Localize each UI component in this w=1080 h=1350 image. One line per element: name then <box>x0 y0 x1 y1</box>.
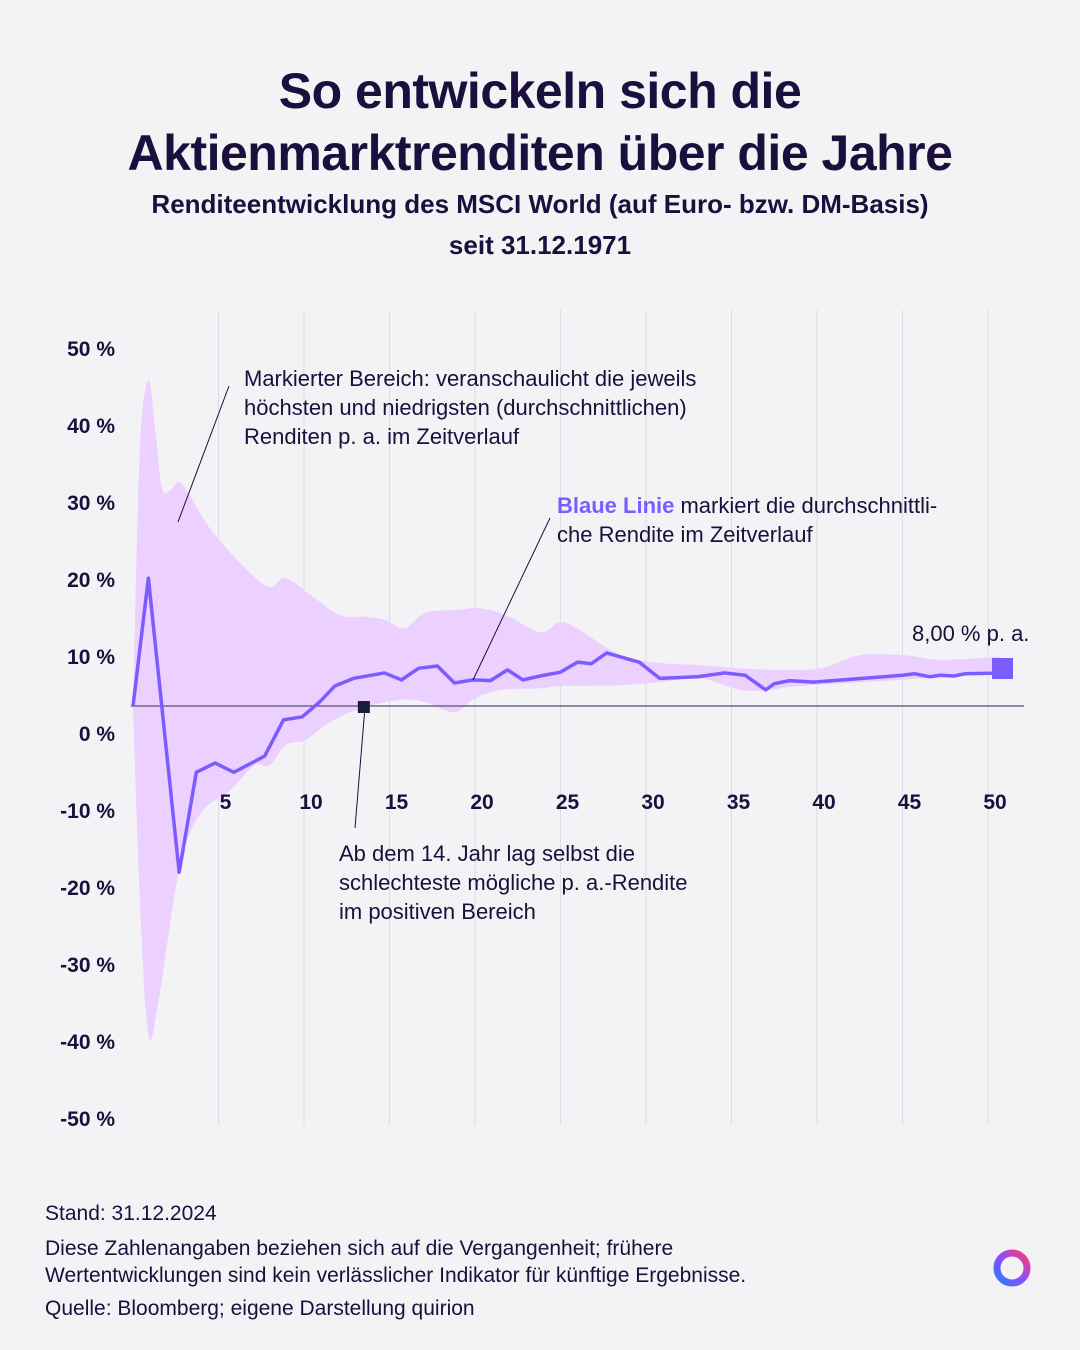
y-tick-label: 40 % <box>67 415 115 438</box>
quirion-logo-icon <box>993 1249 1031 1287</box>
x-tick-label: 50 <box>983 791 1006 814</box>
x-tick-label: 45 <box>898 791 922 814</box>
year14-annotation-line: Ab dem 14. Jahr lag selbst die <box>339 841 635 866</box>
mean-return-line <box>131 576 1002 875</box>
y-tick-label: -10 % <box>60 800 115 823</box>
return-range-band <box>133 380 1000 1041</box>
subtitle-line-1: Renditeentwicklung des MSCI World (auf E… <box>151 189 929 219</box>
title-line-2: Aktienmarktrenditen über die Jahre <box>127 125 953 181</box>
year14-annotation-line: schlechteste mögliche p. a.-Rendite <box>339 870 688 895</box>
y-tick-label: 50 % <box>67 338 115 361</box>
line-leader-line <box>472 517 551 681</box>
line-annotation-highlight: Blaue Linie <box>557 493 675 518</box>
y-tick-label: 30 % <box>67 492 115 515</box>
line-annotation: Blaue Linie markiert die durchschnittli-… <box>557 491 937 549</box>
line-annotation-text: markiert die durchschnittli- <box>674 493 938 518</box>
x-tick-label: 20 <box>470 791 493 814</box>
year14-annotation-line: im positiven Bereich <box>339 899 536 924</box>
band-annotation-line: höchsten und niedrigsten (durchschnittli… <box>244 395 687 420</box>
y-tick-label: -30 % <box>60 954 115 977</box>
y-tick-label: -20 % <box>60 877 115 900</box>
footer-stand: Stand: 31.12.2024 <box>45 1202 217 1225</box>
x-tick-label: 30 <box>641 791 664 814</box>
chart-title: So entwickeln sich die Aktienmarktrendit… <box>0 60 1080 184</box>
y-tick-label: -50 % <box>60 1108 115 1131</box>
footer-disclaimer: Diese Zahlenangaben beziehen sich auf di… <box>45 1235 746 1289</box>
y-tick-label: -40 % <box>60 1031 115 1054</box>
year14-marker <box>357 701 370 713</box>
y-tick-label: 0 % <box>79 723 116 746</box>
year14-annotation: Ab dem 14. Jahr lag selbst die schlechte… <box>339 839 688 926</box>
final-value-marker <box>992 658 1013 679</box>
band-annotation-line: Renditen p. a. im Zeitverlauf <box>244 424 520 449</box>
footer-source: Quelle: Bloomberg; eigene Darstellung qu… <box>45 1297 475 1320</box>
band-annotation: Markierter Bereich: veranschaulicht die … <box>244 364 696 451</box>
x-tick-label: 35 <box>727 791 751 814</box>
x-tick-label: 15 <box>385 791 409 814</box>
disclaimer-line: Wertentwicklungen sind kein verlässliche… <box>45 1264 747 1287</box>
x-tick-label: 5 <box>220 791 232 814</box>
x-tick-label: 25 <box>556 791 580 814</box>
subtitle-line-2: seit 31.12.1971 <box>448 230 632 260</box>
disclaimer-line: Diese Zahlenangaben beziehen sich auf di… <box>45 1237 674 1260</box>
band-annotation-line: Markierter Bereich: veranschaulicht die … <box>244 366 697 391</box>
chart-subtitle: Renditeentwicklung des MSCI World (auf E… <box>0 184 1080 266</box>
final-value-label: 8,00 % p. a. <box>912 621 1029 646</box>
x-tick-label: 10 <box>299 791 322 814</box>
x-tick-label: 40 <box>812 791 835 814</box>
band-leader-line <box>177 385 230 523</box>
year14-leader-line <box>354 706 366 829</box>
line-annotation-text: che Rendite im Zeitverlauf <box>557 522 813 547</box>
y-tick-label: 10 % <box>67 646 115 669</box>
title-line-1: So entwickeln sich die <box>278 63 802 119</box>
y-tick-label: 20 % <box>67 569 115 592</box>
